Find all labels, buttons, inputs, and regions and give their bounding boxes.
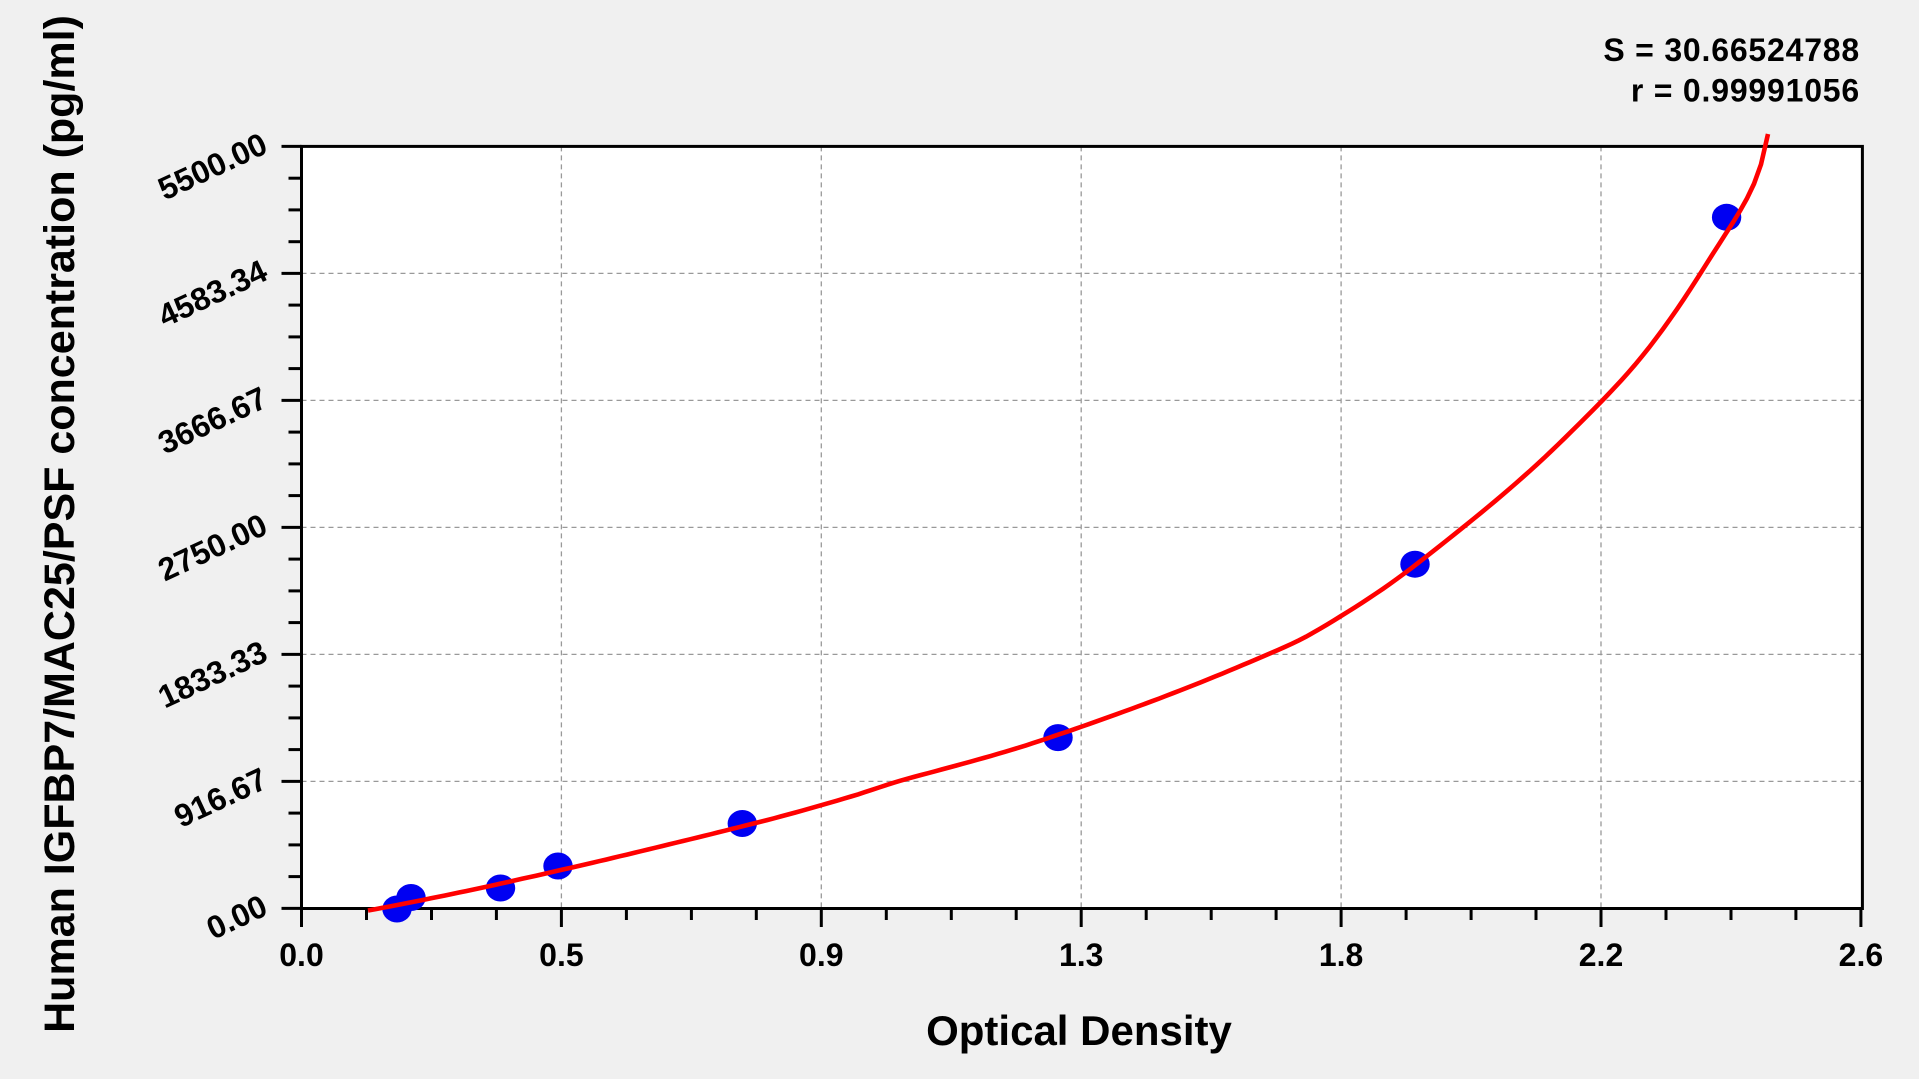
svg-text:0.0: 0.0 <box>279 937 323 973</box>
svg-text:S = 30.66524788: S = 30.66524788 <box>1603 32 1860 68</box>
svg-text:1.8: 1.8 <box>1319 937 1363 973</box>
svg-text:Human IGFBP7/MAC25/PSF concent: Human IGFBP7/MAC25/PSF concentration (pg… <box>36 15 84 1033</box>
svg-text:0.5: 0.5 <box>539 937 583 973</box>
svg-text:Optical Density: Optical Density <box>926 1007 1232 1054</box>
svg-text:1.3: 1.3 <box>1059 937 1103 973</box>
svg-text:0.9: 0.9 <box>799 937 843 973</box>
svg-text:r = 0.99991056: r = 0.99991056 <box>1631 73 1860 109</box>
svg-text:2.6: 2.6 <box>1839 937 1883 973</box>
svg-text:2.2: 2.2 <box>1579 937 1623 973</box>
